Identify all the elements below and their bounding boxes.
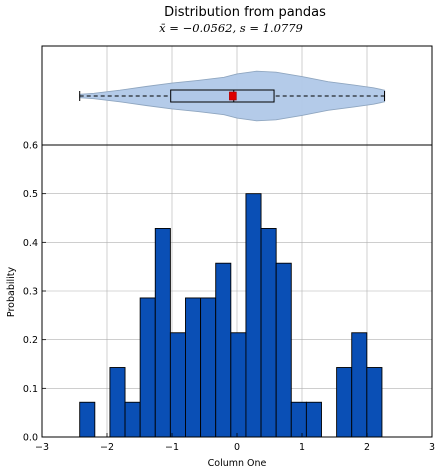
chart-subtitle: x̄ = −0.0562, s = 1.0779 (159, 21, 303, 35)
x-tick-label: −3 (35, 442, 49, 453)
histogram-bar (336, 367, 353, 438)
histogram-bar (79, 401, 96, 438)
histogram-bar (351, 332, 368, 438)
y-tick-label: 0.0 (23, 433, 38, 444)
histogram-bar (154, 228, 171, 438)
y-tick-label: 0.5 (23, 189, 38, 200)
x-tick-label: −1 (165, 442, 179, 453)
violin-plot (41, 45, 433, 146)
mean-marker (229, 91, 237, 101)
histogram-bar (109, 367, 126, 438)
histogram-bar (305, 401, 322, 438)
chart-title: Distribution from pandas (164, 5, 326, 20)
histogram-bar (139, 297, 156, 438)
histogram-bar (366, 367, 383, 438)
histogram-bar (185, 297, 202, 438)
histogram-bar (169, 332, 186, 438)
histogram-bar (215, 262, 232, 438)
histogram-bar (124, 401, 141, 438)
histogram-bar (230, 332, 247, 438)
histogram-bar (290, 401, 307, 438)
x-tick-label: 2 (364, 442, 370, 453)
y-axis-label: Probability (6, 267, 17, 318)
x-axis-label: Column One (208, 458, 267, 469)
histogram-bar (200, 297, 217, 438)
iqr-box (170, 89, 275, 103)
histogram-plot: −3 −2 −1 0 1 2 3 0.0 0.1 0.2 0.3 0.4 0.5 0.6 (23, 141, 435, 454)
x-tick-label: 1 (299, 442, 305, 453)
x-tick-label: −2 (100, 442, 114, 453)
y-tick-label: 0.2 (23, 335, 38, 346)
x-tick-label: 3 (429, 442, 435, 453)
y-tick-label: 0.3 (23, 287, 38, 298)
y-tick-label: 0.4 (23, 238, 38, 249)
y-tick-label: 0.6 (23, 141, 38, 152)
histogram-bar (245, 193, 262, 438)
histogram-bar (260, 228, 277, 438)
y-tick-label: 0.1 (23, 384, 38, 395)
x-tick-label: 0 (234, 442, 240, 453)
histogram-bar (275, 262, 292, 438)
